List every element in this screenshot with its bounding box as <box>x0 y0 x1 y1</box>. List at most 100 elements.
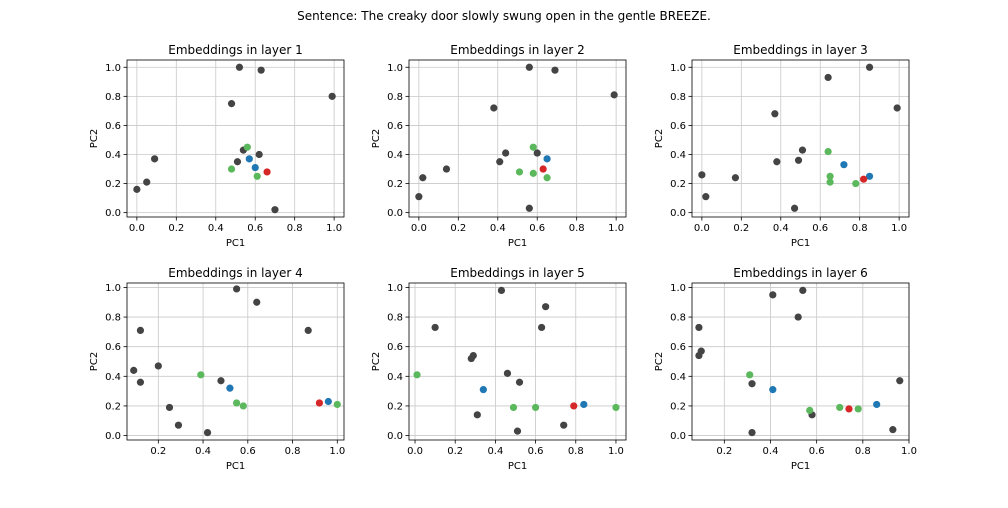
x-tick-label: 0.8 <box>852 223 868 234</box>
x-tick-label: 0.0 <box>411 223 427 234</box>
y-tick-label: 0.2 <box>670 401 686 412</box>
data-point-gray <box>551 66 559 74</box>
y-tick-label: 0.0 <box>670 208 686 219</box>
data-point-gray <box>227 100 236 108</box>
data-point-gray <box>255 150 263 159</box>
axes-frame <box>408 282 627 441</box>
data-point-gray <box>889 426 897 434</box>
y-tick-label: 0.8 <box>387 313 403 324</box>
data-point-gray <box>799 286 807 295</box>
y-tick-label: 0.6 <box>105 121 121 132</box>
y-tick-label: 0.0 <box>670 431 686 442</box>
y-tick-label: 0.4 <box>105 150 121 161</box>
data-point-blue <box>479 386 487 394</box>
y-tick-label: 0.2 <box>105 401 121 412</box>
data-point-gray <box>542 303 550 311</box>
data-point-gray <box>496 158 504 166</box>
data-point-gray <box>502 149 510 157</box>
data-point-gray <box>151 155 159 163</box>
data-point-green <box>413 371 421 379</box>
data-point-green <box>854 405 862 413</box>
y-tick-label: 0.6 <box>670 342 686 353</box>
y-tick-label: 0.8 <box>670 92 686 103</box>
x-tick-label: 0.6 <box>240 446 256 457</box>
data-point-green <box>197 371 205 379</box>
data-point-gray <box>731 174 740 182</box>
subplot-layer-3: 0.0 0.2 0.4 0.6 0.8 1.0 0.0 0.2 0.4 0.6 0.8 1.0 Embe… <box>654 43 910 249</box>
x-tick-label: 1.0 <box>901 446 917 457</box>
x-tick-label: 0.8 <box>568 446 584 457</box>
subplot-title: Embeddings in layer 1 <box>168 43 302 57</box>
y-tick-label: 0.2 <box>387 401 403 412</box>
data-point-gray <box>893 104 901 112</box>
x-tick-label: 0.4 <box>490 223 506 234</box>
data-point-gray <box>419 174 427 182</box>
data-point-blue <box>543 155 551 163</box>
x-tick-label: 0.2 <box>447 446 463 457</box>
data-point-gray <box>824 73 832 82</box>
subplot-title: Embeddings in layer 4 <box>168 266 302 280</box>
data-point-gray <box>490 104 498 112</box>
x-axis-label: PC1 <box>508 238 527 249</box>
data-point-green <box>824 147 832 156</box>
data-point-gray <box>497 286 506 295</box>
subplot-layer-4: 0.2 0.4 0.6 0.8 1.0 0.0 0.2 0.4 0.6 0.8 1.0 Embeddi… <box>89 266 345 472</box>
data-point-blue <box>865 172 874 180</box>
subplot-layer-5: 0.0 0.2 0.4 0.6 0.8 1.0 0.0 0.2 0.4 0.6 0.8 1.0 Embe… <box>371 266 627 472</box>
subplot-layer-1: 0.0 0.2 0.4 0.6 0.8 1.0 0.0 0.2 0.4 0.6 0.8 1.0 Embe… <box>89 43 345 249</box>
x-tick-label: 0.4 <box>773 223 789 234</box>
x-axis-label: PC1 <box>226 238 245 249</box>
data-point-gray <box>773 158 781 166</box>
x-tick-label: 1.0 <box>326 223 342 234</box>
x-tick-label: 0.4 <box>195 446 211 457</box>
data-point-green <box>746 371 754 379</box>
data-point-green <box>233 399 241 407</box>
axes-frame <box>691 282 910 441</box>
data-point-gray <box>702 193 710 201</box>
data-point-gray <box>235 63 244 71</box>
data-point-green <box>836 403 844 412</box>
data-point-red <box>860 175 868 183</box>
x-tick-label: 0.8 <box>855 446 871 457</box>
data-point-gray <box>771 110 779 118</box>
y-axis-label: PC2 <box>371 129 382 148</box>
data-point-green <box>852 179 860 188</box>
figure-suptitle: Sentence: The creaky door slowly swung o… <box>297 9 711 23</box>
x-axis-label: PC1 <box>791 238 810 249</box>
data-point-gray <box>896 377 904 385</box>
y-tick-label: 0.4 <box>387 150 403 161</box>
data-point-green <box>531 403 540 412</box>
x-tick-label: 0.6 <box>529 223 545 234</box>
data-point-gray <box>515 378 524 386</box>
data-point-green <box>543 174 551 182</box>
data-point-gray <box>442 165 451 173</box>
data-point-gray <box>865 63 874 71</box>
y-tick-label: 0.8 <box>670 313 686 324</box>
data-point-green <box>529 169 537 177</box>
data-point-gray <box>233 158 242 166</box>
data-point-red <box>263 168 271 176</box>
data-point-blue <box>226 384 234 392</box>
x-tick-label: 0.2 <box>733 223 749 234</box>
data-point-green <box>333 400 341 409</box>
data-point-green <box>239 402 247 410</box>
y-axis-label: PC2 <box>89 129 100 148</box>
data-point-gray <box>538 323 546 332</box>
y-tick-label: 0.6 <box>387 342 403 353</box>
y-tick-label: 0.6 <box>105 342 121 353</box>
x-tick-label: 0.4 <box>208 223 224 234</box>
x-tick-label: 1.0 <box>329 446 345 457</box>
x-tick-label: 0.2 <box>716 446 732 457</box>
data-point-gray <box>503 369 512 377</box>
y-axis-label: PC2 <box>654 129 665 148</box>
data-point-blue <box>324 397 332 406</box>
y-tick-label: 0.4 <box>105 372 121 383</box>
data-point-gray <box>233 285 241 293</box>
data-point-gray <box>698 171 706 179</box>
data-point-gray <box>328 92 336 100</box>
data-point-gray <box>748 380 756 388</box>
data-point-gray <box>174 421 183 429</box>
data-point-gray <box>695 323 703 332</box>
y-tick-label: 0.2 <box>387 179 403 190</box>
data-point-gray <box>695 351 703 360</box>
